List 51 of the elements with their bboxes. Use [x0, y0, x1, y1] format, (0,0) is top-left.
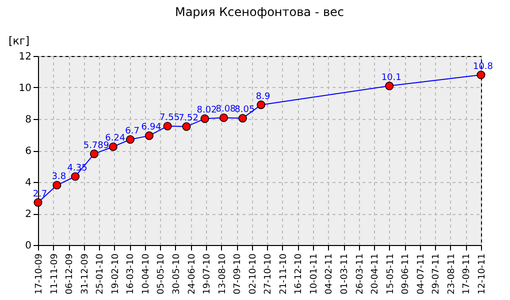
x-tick-label: 10-04-10	[141, 253, 152, 294]
x-tick-label: 30-05-10	[172, 253, 182, 294]
x-tick-label: 29-07-11	[432, 254, 442, 294]
x-tick-label: 19-02-10	[110, 253, 121, 294]
y-tick-label: 6	[25, 146, 32, 157]
data-label: 6.94	[141, 122, 162, 133]
y-tick-label: 4	[25, 178, 32, 188]
data-label: 8.9	[256, 92, 270, 102]
data-label: 5.789	[83, 140, 110, 151]
x-tick-label: 16-03-10	[126, 253, 136, 294]
data-label: 6.7	[125, 126, 140, 136]
data-label: 7.52	[178, 114, 199, 124]
y-tick-label: 12	[18, 52, 32, 62]
x-tick-label: 06-12-09	[65, 253, 76, 294]
x-tick-label: 15-05-11	[386, 254, 396, 294]
x-tick-label: 04-02-11	[324, 254, 335, 294]
data-label: 7.55	[160, 113, 180, 124]
y-tick-label: 0	[25, 240, 32, 252]
x-tick-label: 25-01-10	[96, 253, 106, 294]
x-tick-label: 17-09-11	[462, 254, 472, 294]
x-tick-label: 05-05-10	[156, 253, 167, 294]
x-tick-label: 21-11-10	[278, 253, 289, 294]
y-tick-label: 8	[25, 114, 32, 126]
x-tick-label: 16-12-10	[294, 253, 304, 294]
data-label: 8.02	[196, 106, 217, 116]
x-tick-label: 20-04-11	[370, 254, 381, 294]
x-tick-label: 27-10-10	[264, 253, 274, 294]
x-tick-label: 10-01-11	[309, 254, 320, 294]
x-tick-label: 02-10-10	[248, 253, 258, 294]
x-tick-label: 24-06-10	[187, 253, 198, 294]
x-tick-label: 11-11-09	[50, 253, 60, 294]
y-axis-title: [кг]	[8, 34, 30, 48]
y-tick-label: 2	[25, 209, 32, 220]
data-label: 3.8	[52, 172, 66, 182]
x-tick-label: 01-03-11	[340, 254, 350, 294]
x-tick-label: 07-09-10	[233, 253, 244, 294]
x-tick-label: 26-03-11	[355, 254, 366, 294]
x-tick-label: 23-08-11	[446, 254, 457, 294]
data-label: 10.8	[472, 62, 494, 72]
x-tick-label: 13-08-10	[218, 253, 228, 294]
data-label: 10.1	[381, 72, 402, 83]
x-tick-label: 17-10-09	[34, 253, 44, 294]
data-label: 8.05	[234, 105, 255, 116]
y-tick-label: 10	[18, 83, 32, 94]
x-tick-label: 12-10-11	[478, 254, 488, 294]
x-tick-label: 31-12-09	[80, 253, 90, 294]
x-tick-label: 19-07-10	[202, 253, 213, 294]
x-tick-label: 09-06-11	[401, 254, 412, 294]
chart-title: Мария Ксенофонтова - вес	[174, 5, 344, 19]
x-tick-label: 04-07-11	[416, 254, 426, 294]
data-label: 8.08	[216, 104, 236, 115]
